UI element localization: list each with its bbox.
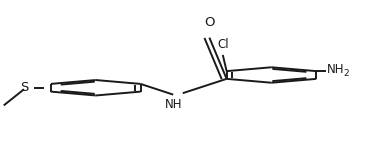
Text: O: O: [204, 16, 215, 29]
Text: NH: NH: [164, 98, 182, 111]
Text: 2: 2: [344, 69, 349, 78]
Text: Cl: Cl: [217, 38, 229, 51]
Text: S: S: [20, 81, 29, 94]
Text: NH: NH: [327, 63, 344, 76]
